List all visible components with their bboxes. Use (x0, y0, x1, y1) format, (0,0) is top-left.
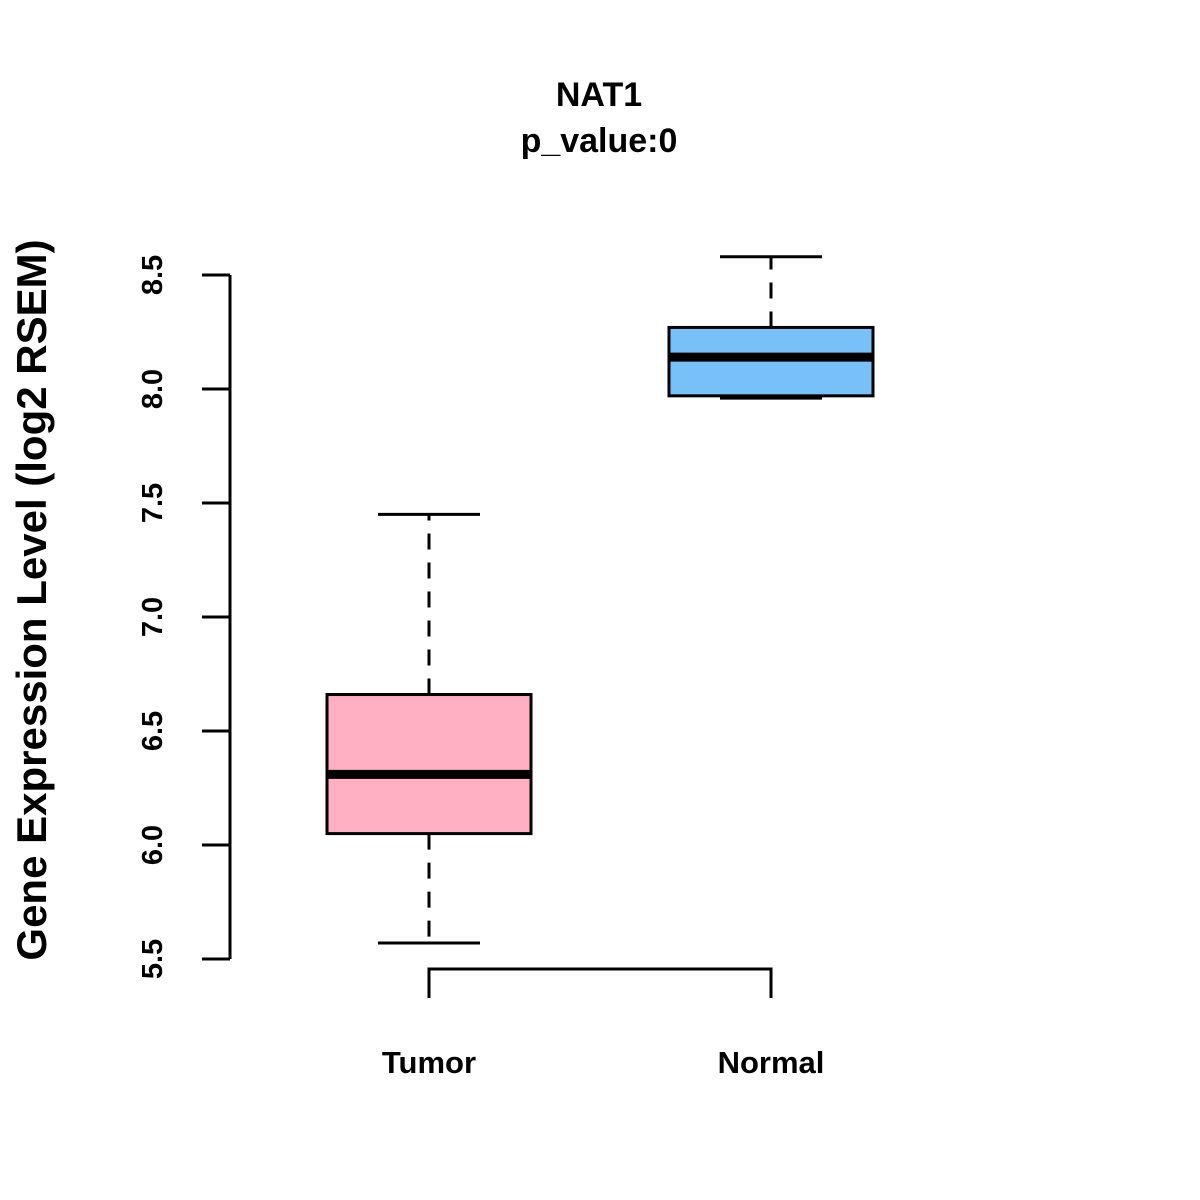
y-axis-label: Gene Expression Level (log2 RSEM) (8, 239, 55, 960)
box-normal (667, 255, 875, 400)
y-tick-label: 7.0 (137, 597, 169, 637)
x-label-normal: Normal (718, 1045, 825, 1080)
y-tick-label: 5.5 (137, 939, 169, 979)
x-axis-labels: Tumor Normal (382, 1045, 824, 1080)
y-tick-label: 6.5 (137, 711, 169, 751)
y-axis: 5.5 6.0 6.5 7.0 7.5 8.0 8.5 (137, 255, 232, 979)
box-groups (325, 255, 875, 945)
iqr-box (325, 693, 533, 836)
comparison-bracket (427, 967, 773, 998)
x-label-tumor: Tumor (382, 1045, 476, 1080)
y-tick-label: 8.5 (137, 255, 169, 295)
iqr-box (667, 325, 875, 398)
y-tick-label: 6.0 (137, 825, 169, 865)
bracket-line (427, 967, 773, 998)
box-tumor (325, 512, 533, 945)
chart-subtitle: p_value:0 (521, 122, 678, 160)
y-tick-label: 8.0 (137, 369, 169, 409)
y-tick-label: 7.5 (137, 483, 169, 523)
chart-title: NAT1 (556, 76, 642, 114)
